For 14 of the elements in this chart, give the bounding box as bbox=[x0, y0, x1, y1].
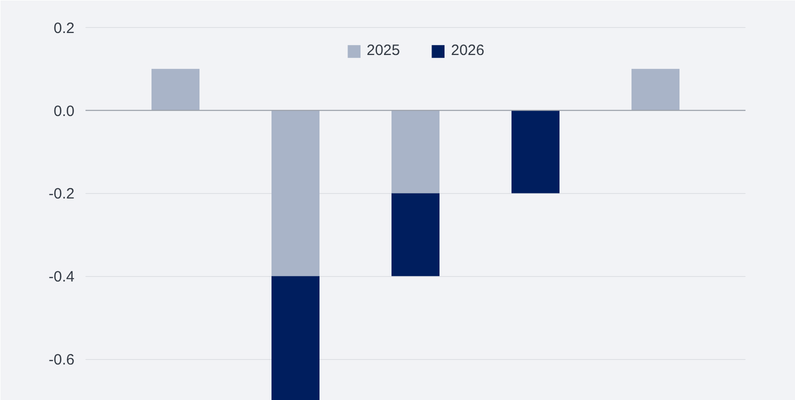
bar bbox=[512, 110, 560, 194]
legend-label: 2025 bbox=[366, 42, 400, 59]
bar bbox=[272, 110, 320, 276]
bar bbox=[632, 68, 680, 110]
bar bbox=[392, 193, 440, 276]
bar bbox=[392, 110, 440, 194]
legend-label: 2026 bbox=[451, 42, 484, 59]
y-tick-label: -0.6 bbox=[48, 352, 75, 369]
y-tick-label: -0.4 bbox=[48, 268, 75, 286]
bar bbox=[272, 276, 320, 400]
y-tick-label: 0.2 bbox=[54, 20, 75, 37]
bar bbox=[152, 68, 200, 110]
y-tick-label: 0.0 bbox=[54, 102, 75, 120]
y-tick-label: -0.2 bbox=[48, 186, 75, 203]
